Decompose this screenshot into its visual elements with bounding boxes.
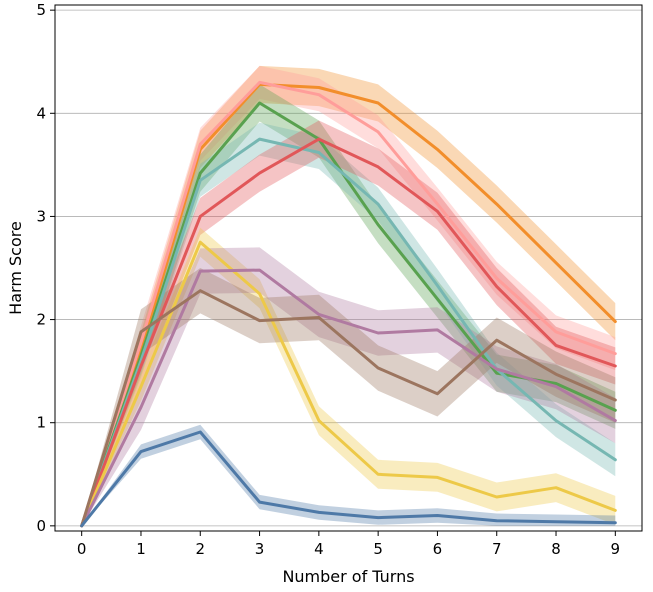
x-tick-label: 1	[136, 540, 146, 558]
series-5-line	[80, 137, 617, 528]
series-lines	[80, 80, 617, 528]
series-2-band	[81, 65, 616, 526]
series-8-band	[81, 268, 616, 526]
series-7-line	[80, 268, 617, 528]
series-1-line	[80, 82, 617, 528]
series-8-line	[80, 289, 617, 528]
y-axis-ticks: 0 1 2 3 4 5	[36, 1, 55, 535]
x-tick-label: 0	[77, 540, 87, 558]
series-5-band	[81, 120, 616, 526]
series-3-band	[81, 84, 616, 526]
series-4-line	[80, 137, 617, 528]
x-axis-label: Number of Turns	[282, 567, 414, 586]
x-tick-label: 2	[195, 540, 205, 558]
y-tick-label: 2	[36, 311, 46, 329]
series-6-band	[81, 227, 616, 526]
y-tick-label: 1	[36, 414, 46, 432]
x-tick-label: 5	[373, 540, 383, 558]
x-tick-label: 9	[611, 540, 621, 558]
x-axis-ticks: 0 1 2 3 4 5 6 7 8 9	[77, 531, 620, 558]
y-tick-label: 5	[36, 1, 46, 19]
x-tick-label: 7	[492, 540, 502, 558]
y-axis-label: Harm Score	[6, 221, 25, 315]
x-tick-label: 6	[433, 540, 443, 558]
x-tick-label: 8	[551, 540, 561, 558]
y-tick-label: 3	[36, 207, 46, 225]
series-9-line	[80, 430, 617, 528]
series-6-line	[80, 240, 617, 528]
y-tick-label: 0	[36, 517, 46, 535]
plot-frame	[54, 4, 643, 532]
x-tick-label: 3	[255, 540, 265, 558]
series-1-band	[81, 65, 616, 526]
series-7-band	[81, 247, 616, 526]
series-2-line	[80, 80, 617, 528]
y-tick-label: 4	[36, 104, 46, 122]
x-tick-label: 4	[314, 540, 324, 558]
